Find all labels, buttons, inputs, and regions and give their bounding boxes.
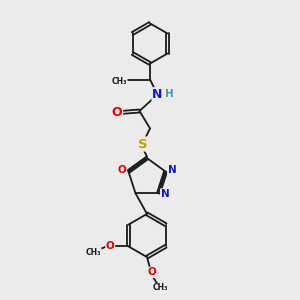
Text: O: O [147, 267, 156, 278]
Text: N: N [168, 165, 176, 175]
Text: N: N [161, 189, 170, 199]
Text: O: O [106, 241, 115, 251]
Text: CH₃: CH₃ [152, 284, 168, 292]
Text: CH₃: CH₃ [111, 76, 127, 85]
Text: N: N [152, 88, 163, 101]
Text: H: H [164, 89, 173, 99]
Text: O: O [118, 165, 126, 175]
Text: S: S [138, 137, 147, 151]
Text: CH₃: CH₃ [86, 248, 101, 257]
Text: O: O [112, 106, 122, 119]
